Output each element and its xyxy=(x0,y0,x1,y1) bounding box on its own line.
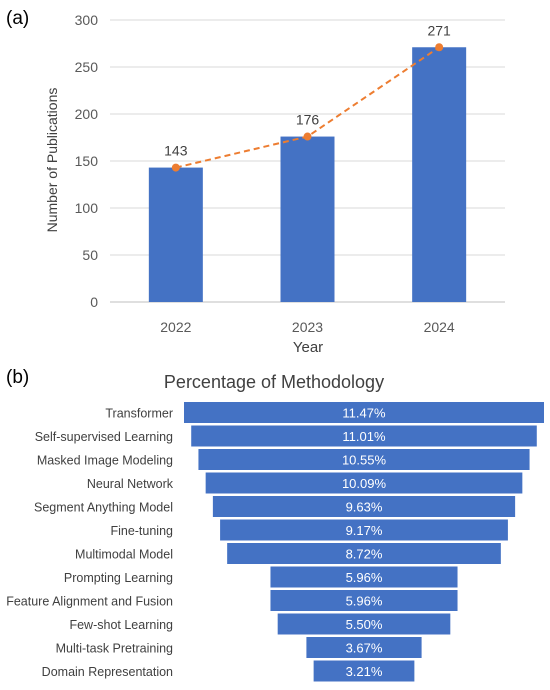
funnel-category-label: Segment Anything Model xyxy=(34,501,173,515)
panel-b-label: (b) xyxy=(6,367,29,388)
bar-2023 xyxy=(280,136,335,302)
funnel-value-label: 9.63% xyxy=(346,500,383,515)
funnel-value-label: 11.01% xyxy=(342,429,386,444)
trend-marker xyxy=(303,132,312,141)
data-label: 176 xyxy=(296,112,320,128)
y-tick-label: 200 xyxy=(75,106,99,122)
funnel-value-label: 3.21% xyxy=(346,664,383,679)
funnel-category-label: Multimodal Model xyxy=(75,548,173,562)
funnel-value-label: 5.96% xyxy=(346,570,383,585)
funnel-value-label: 10.09% xyxy=(342,476,387,491)
trend-marker xyxy=(171,163,180,172)
funnel-bar xyxy=(277,613,451,635)
funnel-bar xyxy=(205,472,523,494)
funnel-bar xyxy=(198,449,530,470)
x-tick-label: 2022 xyxy=(160,319,191,335)
funnel-value-label: 11.47% xyxy=(342,406,386,421)
x-tick-label: 2024 xyxy=(424,319,455,335)
funnel-bar xyxy=(191,425,537,447)
panel-a-label: (a) xyxy=(6,8,29,29)
funnel-value-label: 9.17% xyxy=(346,523,383,538)
funnel-category-label: Multi-task Pretraining xyxy=(56,642,173,656)
funnel-category-label: Domain Representation xyxy=(42,665,173,679)
y-axis-title: Number of Publications xyxy=(44,88,60,233)
funnel-category-label: Feature Alignment and Fusion xyxy=(6,595,173,609)
funnel-title: Percentage of Methodology xyxy=(164,372,384,392)
y-tick-label: 150 xyxy=(75,153,99,169)
funnel-bar xyxy=(270,590,458,611)
methodology-funnel-chart: (b) Percentage of Methodology 11.47% Tran… xyxy=(6,367,544,682)
y-tick-label: 0 xyxy=(90,294,98,310)
funnel-category-label: Neural Network xyxy=(87,477,174,491)
y-tick-label: 100 xyxy=(75,200,99,216)
y-tick-label: 300 xyxy=(75,12,99,28)
funnel-bar xyxy=(212,496,516,517)
funnel-value-label: 10.55% xyxy=(342,453,387,468)
funnel-bar xyxy=(227,543,501,564)
funnel-category-label: Masked Image Modeling xyxy=(37,454,173,468)
x-tick-label: 2023 xyxy=(292,319,323,335)
bar-2024 xyxy=(412,47,467,303)
funnel-value-label: 8.72% xyxy=(346,547,383,562)
funnel-bar xyxy=(184,402,544,423)
data-label: 271 xyxy=(427,22,451,38)
trend-marker xyxy=(435,43,444,52)
y-tick-label: 250 xyxy=(75,59,99,75)
funnel-category-label: Self-supervised Learning xyxy=(35,430,173,444)
publications-chart: (a) 143 176 271 0 50 100 150 200 250 300 2022 202… xyxy=(6,8,505,356)
funnel-bar xyxy=(270,566,458,588)
funnel-category-label: Fine-tuning xyxy=(110,524,173,538)
funnel-value-label: 5.50% xyxy=(346,617,383,632)
funnel-bar xyxy=(220,519,508,541)
bar-2022 xyxy=(148,167,203,302)
funnel-bar xyxy=(313,660,415,682)
funnel-category-label: Transformer xyxy=(105,407,173,421)
y-tick-label: 50 xyxy=(82,247,98,263)
funnel-bar xyxy=(306,637,422,658)
funnel-value-label: 5.96% xyxy=(346,594,383,609)
data-label: 143 xyxy=(164,143,188,159)
x-axis-title: Year xyxy=(293,339,323,356)
funnel-value-label: 3.67% xyxy=(346,641,383,656)
funnel-category-label: Prompting Learning xyxy=(64,571,173,585)
funnel-category-label: Few-shot Learning xyxy=(69,618,173,632)
